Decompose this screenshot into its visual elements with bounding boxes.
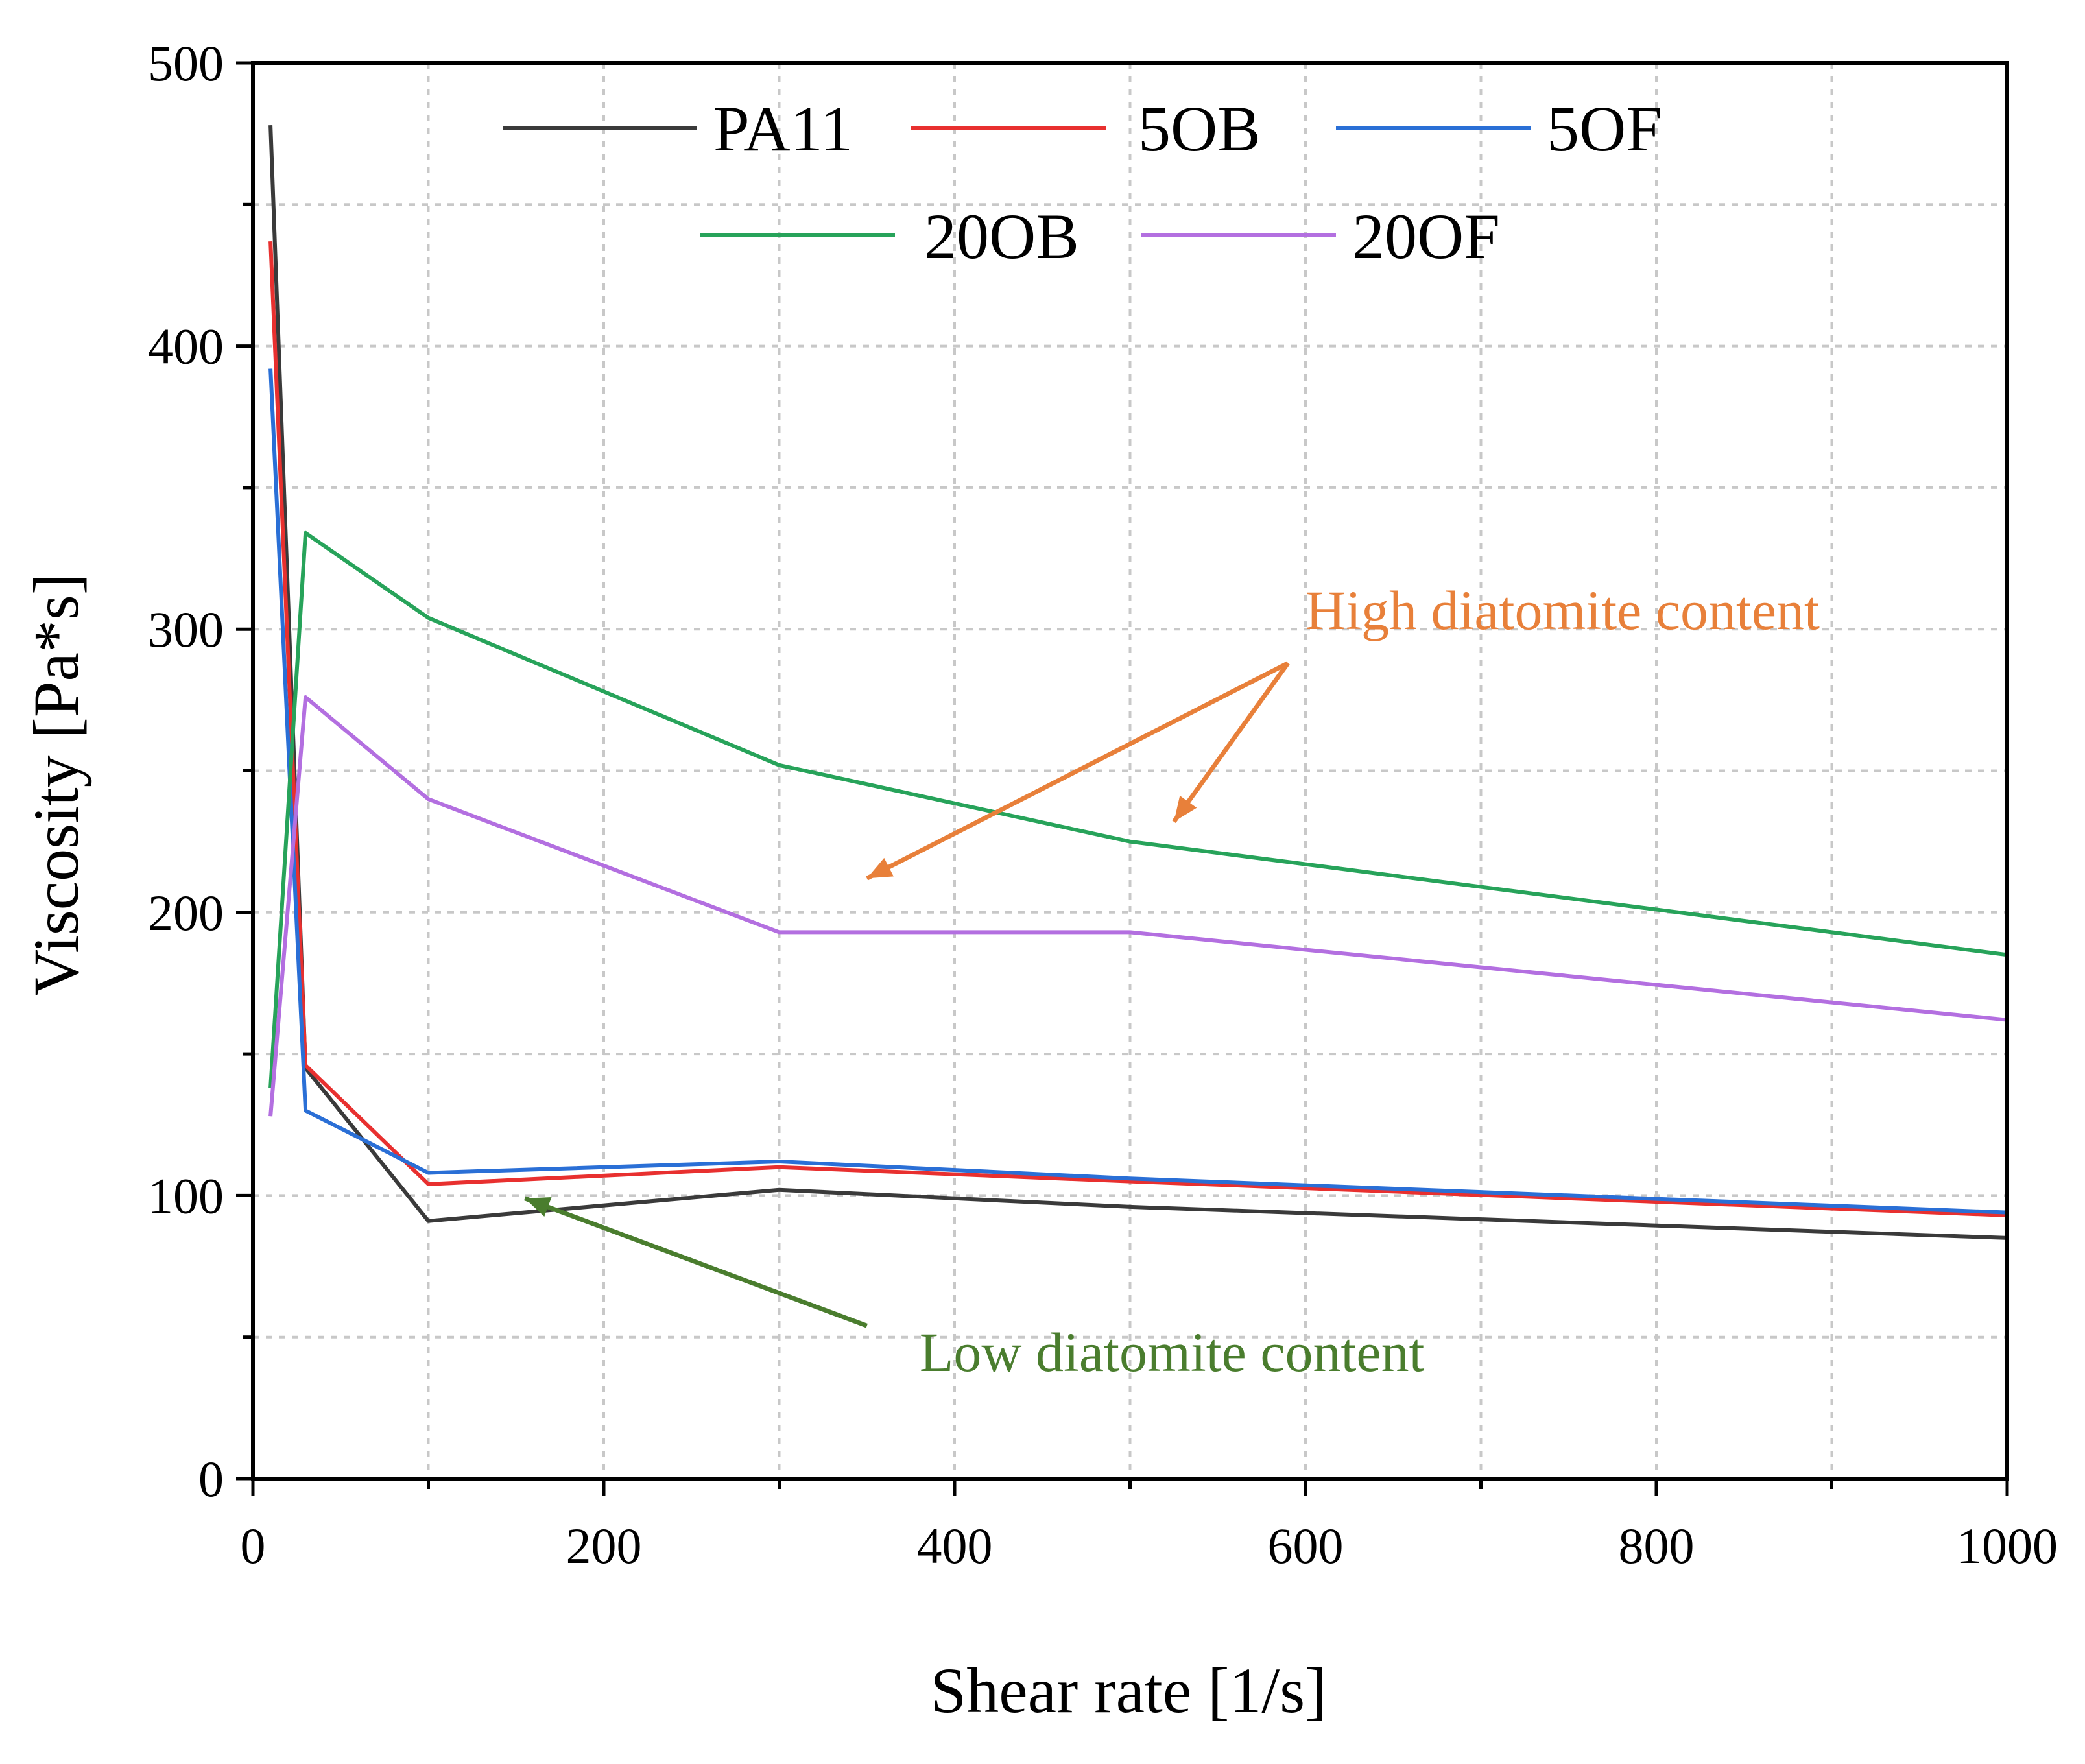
series-line-20ob bbox=[268, 530, 2008, 1088]
grid-layer bbox=[253, 63, 2007, 1479]
tick-labels: 0 200 400 600 800 1000 0 100 200 300 400 500 bbox=[148, 35, 2058, 1574]
legend: PA11 5OB 5OF 20OB 20OF bbox=[503, 93, 1662, 272]
annotation-arrow-head bbox=[1174, 795, 1197, 822]
x-axis-title: Shear rate [1/s] bbox=[931, 1654, 1327, 1726]
x-tick-label: 0 bbox=[241, 1518, 266, 1574]
x-tick-label: 800 bbox=[1619, 1518, 1695, 1574]
annotation-arrow-head bbox=[866, 857, 894, 879]
annotation-arrow-line bbox=[524, 1196, 868, 1328]
annotation-arrow-line bbox=[1172, 662, 1290, 824]
x-tick-label: 1000 bbox=[1957, 1518, 2058, 1574]
annotation-text-0: High diatomite content bbox=[1305, 579, 1820, 641]
axes-layer bbox=[236, 61, 2009, 1496]
series-line-pa11 bbox=[268, 125, 2008, 1240]
annotation-text-1: Low diatomite content bbox=[920, 1321, 1425, 1383]
x-tick-label: 400 bbox=[917, 1518, 993, 1574]
annotation-arrow-line bbox=[866, 661, 1289, 881]
legend-label-pa11: PA11 bbox=[713, 93, 853, 165]
x-tick-label: 600 bbox=[1268, 1518, 1344, 1574]
series-line-20of bbox=[268, 695, 2008, 1117]
legend-label-5ob: 5OB bbox=[1138, 93, 1261, 165]
y-tick-label: 200 bbox=[148, 885, 224, 941]
legend-label-5of: 5OF bbox=[1547, 93, 1662, 165]
y-tick-label: 100 bbox=[148, 1167, 224, 1224]
y-axis-title: Viscosity [Pa*s] bbox=[20, 573, 92, 996]
series-layer bbox=[268, 125, 2008, 1240]
legend-label-20of: 20OF bbox=[1352, 200, 1500, 272]
y-tick-label: 500 bbox=[148, 35, 224, 91]
series-line-5ob bbox=[268, 241, 2008, 1217]
y-tick-label: 400 bbox=[148, 318, 224, 375]
legend-label-20ob: 20OB bbox=[924, 200, 1079, 272]
y-tick-label: 300 bbox=[148, 601, 224, 658]
series-line-5of bbox=[268, 368, 2008, 1215]
annotation-arrow-head bbox=[525, 1197, 552, 1217]
y-tick-label: 0 bbox=[198, 1451, 224, 1507]
annotations: High diatomite content Low diatomite cont… bbox=[524, 579, 1820, 1383]
x-tick-label: 200 bbox=[566, 1518, 642, 1574]
